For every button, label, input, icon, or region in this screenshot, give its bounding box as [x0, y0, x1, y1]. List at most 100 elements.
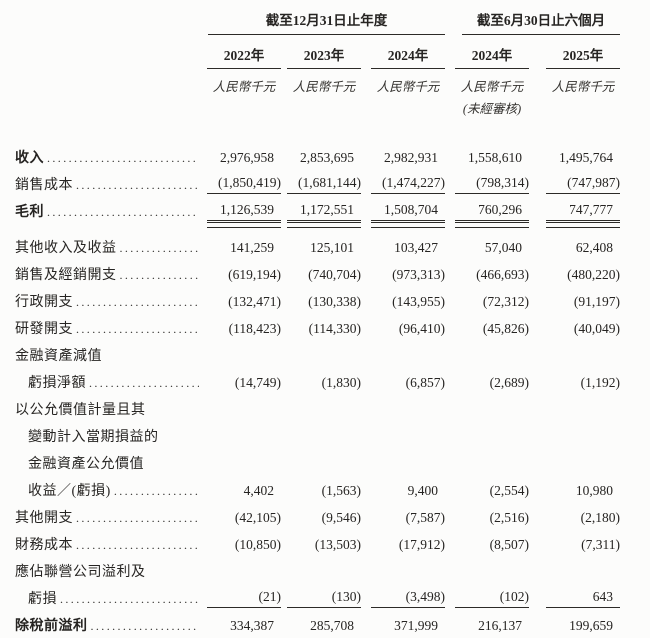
dot-leader: ........................................…: [119, 268, 200, 282]
value-cell: (619,194): [200, 266, 281, 287]
value-text: (91,197): [573, 294, 620, 309]
row-label-text: 金融資產公允價值: [28, 457, 144, 472]
value-cell: (14,749): [200, 374, 281, 395]
row-label-text: 應佔聯營公司溢利及: [15, 565, 146, 580]
value-text: (1,192): [580, 375, 620, 390]
row-label: 行政開支....................................…: [15, 291, 200, 314]
value-cell: 1,508,704: [361, 201, 445, 228]
dot-leader: ........................................…: [60, 592, 199, 606]
value-text: (17,912): [398, 537, 445, 552]
table-row: 行政開支....................................…: [15, 287, 620, 314]
value-cell: (973,313): [361, 266, 445, 287]
row-label-text: 研發開支: [15, 322, 73, 337]
year-label: 2024年: [455, 44, 529, 69]
value-cell: 747,777: [529, 201, 620, 228]
table-row: 其他開支....................................…: [15, 503, 620, 530]
value-cell: 9,400: [361, 482, 445, 503]
value-cell: (1,681,144): [281, 174, 361, 197]
value-text: (466,693): [476, 267, 529, 282]
table-row-line: 應佔聯營公司溢利及: [15, 557, 620, 584]
value-text: (40,049): [573, 321, 620, 336]
unit-label: 人民幣千元: [212, 80, 276, 94]
value-cell: (118,423): [200, 320, 281, 341]
value-cell: (143,955): [361, 293, 445, 314]
year-column-2025-interim: 2025年: [529, 44, 620, 69]
table-row: 銷售成本....................................…: [15, 170, 620, 197]
year-column-2022: 2022年: [200, 44, 281, 69]
dot-leader: ........................................…: [89, 376, 199, 390]
dot-leader: ........................................…: [76, 511, 199, 525]
value-cell: 285,708: [281, 617, 361, 638]
value-cell: 2,853,695: [281, 149, 361, 170]
value-text: (2,516): [489, 510, 529, 525]
value-text: (619,194): [228, 267, 281, 282]
value-cell: (130,338): [281, 293, 361, 314]
value-text: (6,857): [405, 375, 445, 390]
value-text: (114,330): [308, 321, 361, 336]
table-row: 除稅前溢利...................................…: [15, 611, 620, 638]
value-text: 643: [546, 589, 620, 608]
table-rows: 收入......................................…: [15, 143, 620, 638]
value-cell: 4,402: [200, 482, 281, 503]
value-text: (72,312): [482, 294, 529, 309]
value-cell: 2,976,958: [200, 149, 281, 170]
value-text: (42,105): [234, 510, 281, 525]
dot-leader: ........................................…: [119, 241, 200, 255]
row-label: 金融資產公允價值: [15, 453, 200, 476]
table-row: 研發開支....................................…: [15, 314, 620, 341]
row-label: 銷售及經銷開支.................................…: [15, 264, 200, 287]
dot-leader: ........................................…: [76, 295, 199, 309]
value-cell: (72,312): [445, 293, 529, 314]
value-text: (13,503): [314, 537, 361, 552]
value-text: 62,408: [575, 240, 613, 255]
value-cell: (7,311): [529, 536, 620, 557]
value-cell: 371,999: [361, 617, 445, 638]
value-text: (2,554): [489, 483, 529, 498]
value-cell: 1,558,610: [445, 149, 529, 170]
dot-leader: ........................................…: [76, 178, 199, 192]
value-text: (132,471): [228, 294, 281, 309]
row-label-text: 其他開支: [15, 511, 73, 526]
row-label-text: 以公允價值計量且其: [15, 403, 146, 418]
value-cell: 1,172,551: [281, 201, 361, 228]
row-label: 財務成本....................................…: [15, 534, 200, 557]
value-cell: (2,689): [445, 374, 529, 395]
period-group-annual-title: 截至12月31日止年度: [208, 9, 445, 35]
value-text: 1,558,610: [468, 150, 522, 165]
value-text: (1,563): [321, 483, 361, 498]
value-cell: (9,546): [281, 509, 361, 530]
row-label: 除稅前溢利...................................…: [15, 615, 200, 638]
value-text: (130,338): [308, 294, 361, 309]
value-text: (21): [207, 589, 281, 608]
dot-leader: ........................................…: [47, 151, 199, 165]
value-text: (1,850,419): [207, 175, 281, 194]
table-row-line: 收入......................................…: [15, 143, 620, 170]
value-cell: (45,826): [445, 320, 529, 341]
value-text: 199,659: [569, 618, 613, 633]
value-text: (3,498): [371, 589, 445, 608]
value-cell: (8,507): [445, 536, 529, 557]
row-label: 其他開支....................................…: [15, 507, 200, 530]
value-text: 760,296: [455, 202, 529, 228]
value-cell: (13,503): [281, 536, 361, 557]
row-label-text: 毛利: [15, 205, 44, 220]
dot-leader: ........................................…: [113, 484, 199, 498]
table-row-line: 除稅前溢利...................................…: [15, 611, 620, 638]
value-cell: (114,330): [281, 320, 361, 341]
table-row-line: 虧損......................................…: [15, 584, 620, 611]
value-cell: 1,495,764: [529, 149, 620, 170]
value-text: 285,708: [310, 618, 354, 633]
value-text: (1,474,227): [371, 175, 445, 194]
unit-cell: 人民幣千元: [200, 76, 281, 96]
table-row: 其他收入及收益.................................…: [15, 233, 620, 260]
row-label-text: 財務成本: [15, 538, 73, 553]
table-row-line: 其他收入及收益.................................…: [15, 233, 620, 260]
row-label-text: 收益／(虧損): [28, 484, 111, 499]
value-cell: (91,197): [529, 293, 620, 314]
unit-cell: 人民幣千元: [281, 76, 361, 96]
value-cell: (2,516): [445, 509, 529, 530]
unit-row: 人民幣千元 人民幣千元 人民幣千元 人民幣千元 人民幣千元: [15, 69, 620, 96]
unaudited-note-cell: (未經審核): [445, 98, 529, 118]
row-label: 收入......................................…: [15, 147, 200, 170]
year-column-2024-interim: 2024年: [445, 44, 529, 69]
